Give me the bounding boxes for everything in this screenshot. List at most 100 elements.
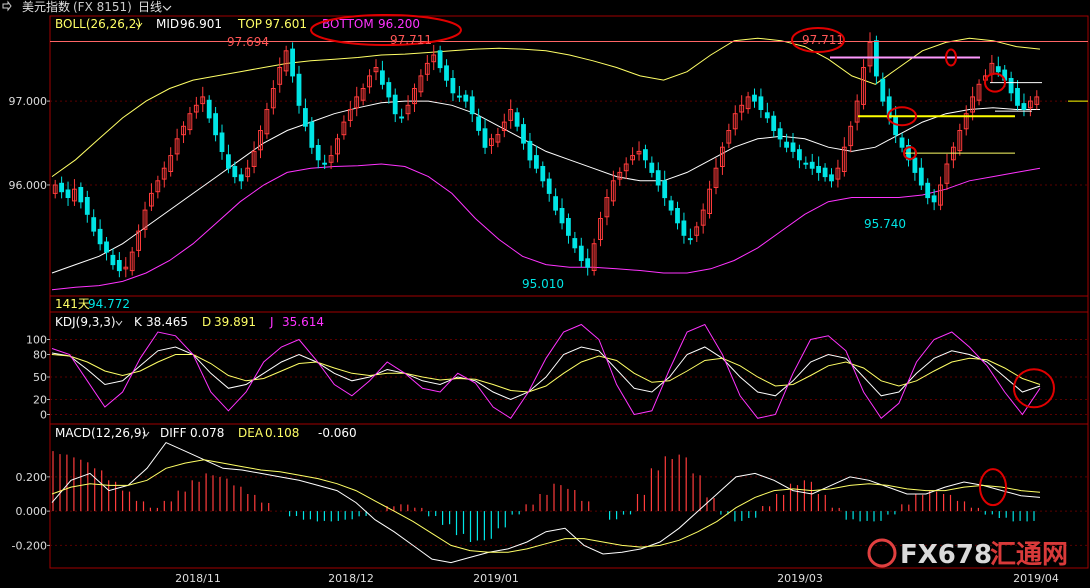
candle-body <box>566 218 571 236</box>
candle-body <box>790 142 796 152</box>
main-footer: 141天 94.772 <box>55 297 130 311</box>
candle <box>360 83 366 106</box>
candle <box>489 133 494 154</box>
period-selector[interactable]: 日线 <box>138 0 162 14</box>
candle-body <box>534 155 539 169</box>
candle <box>604 189 610 226</box>
annotation-high-3: 97.711 <box>802 33 844 47</box>
candle-body <box>405 104 411 115</box>
candle-body <box>546 178 552 194</box>
macd-y-tick-label: 0.000 <box>16 505 48 518</box>
candle <box>707 180 713 219</box>
candle <box>1015 80 1020 111</box>
candle-body <box>918 167 924 186</box>
candle <box>784 133 790 153</box>
candle <box>681 212 687 244</box>
macd-value: -0.060 <box>318 426 357 440</box>
candle <box>829 168 834 188</box>
chevron-down-icon[interactable] <box>135 22 143 28</box>
mid-label: MID <box>156 17 179 31</box>
candle-body <box>598 218 603 240</box>
candle-body <box>476 116 482 131</box>
candle <box>938 176 943 211</box>
candle <box>72 179 77 206</box>
chevron-down-icon[interactable] <box>115 320 123 326</box>
main-y-tick-label: 96.000 <box>9 179 48 192</box>
annotation-circle <box>903 146 917 161</box>
candle <box>380 60 385 90</box>
candle <box>418 69 424 97</box>
candle-body <box>206 99 212 119</box>
candle-body <box>367 75 372 88</box>
annotation-low-1: 95.010 <box>522 277 564 291</box>
candle-body <box>232 166 238 178</box>
candle <box>534 145 539 174</box>
candle <box>463 90 469 108</box>
diff-label: DIFF <box>160 426 187 440</box>
candle <box>392 88 398 123</box>
k-value: 38.465 <box>146 315 188 329</box>
back-arrow-icon[interactable] <box>2 0 12 12</box>
title-bar: 美元指数 (FX 8151) 日线 <box>0 0 1090 15</box>
candle-body <box>226 154 231 169</box>
candle <box>745 91 751 114</box>
candle-body <box>489 138 494 147</box>
candle <box>508 99 514 129</box>
candle <box>610 170 616 206</box>
candle <box>91 209 97 237</box>
candle-body <box>752 94 757 102</box>
candle <box>149 183 154 211</box>
candle-body <box>283 50 289 72</box>
macd-diff-line <box>51 441 1041 564</box>
candle <box>104 236 109 261</box>
annotation-circle <box>984 72 1006 93</box>
candle-body <box>174 138 180 155</box>
x-tick-label: 2018/11 <box>175 572 221 585</box>
candle <box>867 32 873 73</box>
candle-body <box>668 200 674 211</box>
candle-body <box>610 180 616 202</box>
candle <box>559 198 565 230</box>
candle-body <box>149 192 154 207</box>
candle <box>976 79 982 106</box>
candle-body <box>399 116 405 119</box>
candle <box>1021 93 1027 117</box>
boll-bottom-line <box>51 163 1041 291</box>
candle-body <box>925 182 931 199</box>
candle-body <box>572 238 578 249</box>
candle <box>78 182 84 209</box>
candle-body <box>264 109 270 135</box>
candle <box>347 101 353 128</box>
candle-body <box>72 188 77 202</box>
mid-value: 96.901 <box>180 17 222 31</box>
candle-body <box>726 130 732 144</box>
candle-body <box>424 62 430 75</box>
candle-body <box>867 41 873 67</box>
candle-body <box>335 138 340 155</box>
candle-body <box>553 196 559 211</box>
candle-body <box>437 50 443 69</box>
kdj-indicator-name: KDJ(9,3,3) <box>55 315 116 329</box>
candle <box>797 144 802 169</box>
candle-body <box>347 109 353 121</box>
boll-legend: BOLL(26,26,2) MID 96.901 TOP 97.601 BOTT… <box>55 14 462 46</box>
annotation-circle <box>1013 368 1055 409</box>
chevron-down-icon[interactable] <box>162 5 172 11</box>
candle <box>386 77 392 104</box>
kdj-d-line <box>51 354 1041 393</box>
candle <box>739 95 745 121</box>
candle <box>726 123 732 149</box>
candle-body <box>623 163 629 172</box>
candle-body <box>245 167 251 178</box>
candle-body <box>84 197 90 215</box>
candle-body <box>200 96 206 105</box>
candle <box>861 59 866 110</box>
candle-body <box>822 167 828 178</box>
chevron-down-icon[interactable] <box>142 431 150 437</box>
candle-body <box>585 258 591 268</box>
candle-body <box>559 208 565 224</box>
candle <box>540 161 546 188</box>
candle-body <box>713 167 719 188</box>
candle-body <box>848 125 854 147</box>
